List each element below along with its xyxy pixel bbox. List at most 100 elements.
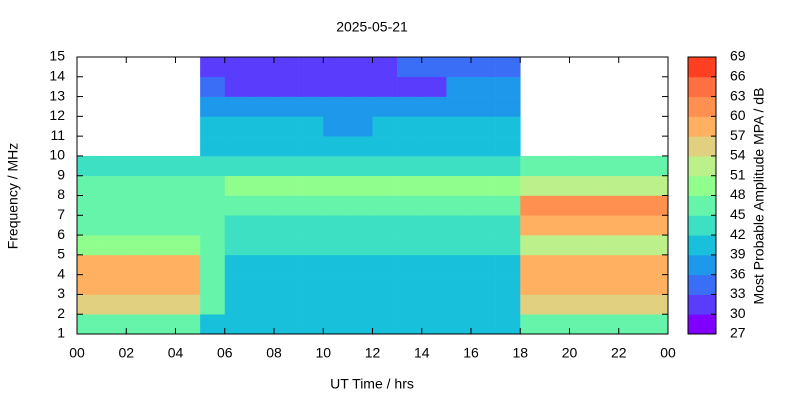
colorbar-tick-label: 45 xyxy=(730,206,746,222)
heatmap-cell xyxy=(397,136,423,157)
heatmap-cell xyxy=(200,274,226,295)
colorbar-tick-label: 39 xyxy=(730,246,746,262)
x-tick-label: 02 xyxy=(118,345,134,361)
heatmap-cell xyxy=(421,136,447,157)
heatmap-cell xyxy=(471,235,496,256)
heatmap-cell xyxy=(618,155,644,177)
heatmap-cell xyxy=(274,294,299,315)
heatmap-cell xyxy=(471,314,496,335)
colorbar-tick-label: 57 xyxy=(730,127,746,143)
y-tick-label: 9 xyxy=(57,166,65,182)
y-tick-label: 6 xyxy=(57,226,65,242)
heatmap-cell xyxy=(77,294,102,315)
heatmap-cell xyxy=(643,254,669,275)
heatmap-cell xyxy=(224,155,250,177)
colorbar-segment xyxy=(688,294,716,315)
heatmap-cell xyxy=(544,294,570,315)
heatmap-cell xyxy=(520,175,546,196)
heatmap-cell xyxy=(397,235,423,256)
heatmap-cell xyxy=(347,294,373,315)
heatmap-cell xyxy=(520,254,546,275)
chart-title: 2025-05-21 xyxy=(336,19,408,35)
colorbar-segment xyxy=(688,96,716,117)
heatmap-cell xyxy=(471,175,496,196)
heatmap-cell xyxy=(224,76,250,97)
heatmap-cell xyxy=(298,136,324,157)
heatmap-cell xyxy=(249,57,275,78)
heatmap-cell xyxy=(323,175,349,196)
x-tick-label: 14 xyxy=(414,345,430,361)
heatmap-cell xyxy=(224,235,250,256)
heatmap-cell xyxy=(372,76,398,97)
heatmap-cell xyxy=(323,76,349,97)
colorbar-tick-label: 48 xyxy=(730,186,746,202)
heatmap-cell xyxy=(77,215,102,236)
heatmap-cell xyxy=(200,136,226,157)
heatmap-cell xyxy=(224,215,250,236)
heatmap-cell xyxy=(618,195,644,216)
heatmap-cell xyxy=(495,274,521,295)
heatmap-cell xyxy=(274,175,299,196)
heatmap-cell xyxy=(544,235,570,256)
heatmap-cell xyxy=(397,314,423,335)
heatmap-cell xyxy=(594,175,620,196)
heatmap-cell xyxy=(298,195,324,216)
colorbar-segment xyxy=(688,254,716,276)
heatmap-cell xyxy=(446,294,472,315)
heatmap-cell xyxy=(544,175,570,196)
x-tick-label: 16 xyxy=(463,345,479,361)
heatmap-cell xyxy=(618,294,644,315)
colorbar-tick-label: 51 xyxy=(730,166,746,182)
heatmap-cell xyxy=(471,155,496,177)
heatmap-cell xyxy=(298,235,324,256)
heatmap-cell xyxy=(150,254,176,275)
heatmap-cell xyxy=(249,274,275,295)
heatmap-cell xyxy=(594,314,620,335)
heatmap-cell xyxy=(397,274,423,295)
heatmap-cell xyxy=(495,136,521,157)
heatmap-cell xyxy=(372,274,398,295)
heatmap-cell xyxy=(347,254,373,275)
heatmap-cell xyxy=(495,215,521,236)
heatmap-cell xyxy=(397,116,423,137)
heatmap-cell xyxy=(298,155,324,177)
heatmap-cell xyxy=(372,136,398,157)
heatmap-cell xyxy=(249,215,275,236)
heatmap-cell xyxy=(274,57,299,78)
heatmap-cell xyxy=(643,195,669,216)
heatmap-cell xyxy=(249,314,275,335)
heatmap-cell xyxy=(421,155,447,177)
heatmap-cell xyxy=(397,215,423,236)
heatmap-cell xyxy=(397,175,423,196)
colorbar-tick-label: 27 xyxy=(730,325,746,341)
heatmap-cell xyxy=(347,116,373,137)
x-tick-label: 00 xyxy=(69,345,85,361)
heatmap-cell xyxy=(495,57,521,78)
heatmap-cell xyxy=(175,235,201,256)
heatmap-cell xyxy=(224,254,250,275)
y-tick-label: 14 xyxy=(49,67,65,83)
heatmap-cell xyxy=(175,314,201,335)
heatmap-cell xyxy=(200,57,226,78)
y-tick-label: 8 xyxy=(57,186,65,202)
heatmap-cell xyxy=(126,155,152,177)
heatmap-cell xyxy=(421,294,447,315)
heatmap-cell xyxy=(495,195,521,216)
x-tick-label: 12 xyxy=(365,345,381,361)
colorbar-tick-label: 30 xyxy=(730,305,746,321)
y-tick-label: 2 xyxy=(57,305,65,321)
heatmap-cell xyxy=(347,136,373,157)
heatmap-cell xyxy=(569,175,595,196)
heatmap-cell xyxy=(643,294,669,315)
y-tick-label: 11 xyxy=(50,127,65,143)
heatmap-cell xyxy=(347,57,373,78)
heatmap-cell xyxy=(200,76,226,97)
heatmap-cell xyxy=(495,175,521,196)
heatmap-cell xyxy=(323,116,349,137)
x-tick-label: 06 xyxy=(217,345,233,361)
heatmap-cell xyxy=(421,274,447,295)
x-tick-label: 08 xyxy=(266,345,282,361)
heatmap-cell xyxy=(520,195,546,216)
heatmap-cell xyxy=(421,215,447,236)
heatmap-cell xyxy=(175,274,201,295)
